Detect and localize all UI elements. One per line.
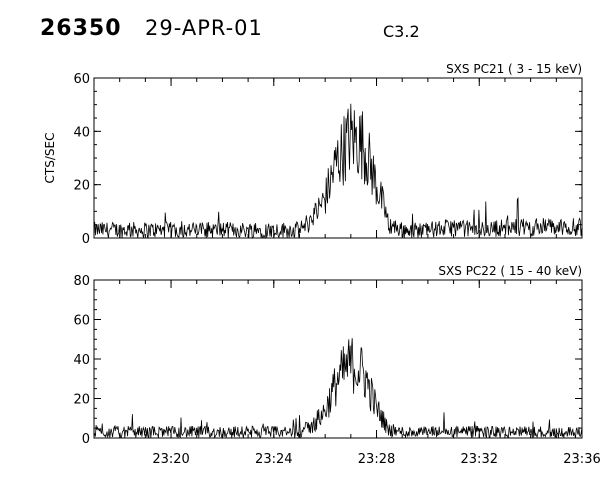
y-tick-label: 0 [82,432,90,447]
y-axis-label: CTS/SEC [43,133,57,184]
series-line-2 [93,338,583,440]
y-tick-label: 60 [73,314,90,329]
event-number: 26350 [40,16,122,41]
y-tick-label: 80 [73,274,90,289]
event-date: 29-APR-01 [145,16,263,40]
y-tick-label: 20 [73,393,90,408]
y-tick-label: 0 [82,232,90,247]
y-tick-label: 40 [73,125,90,140]
y-tick-label: 20 [73,179,90,194]
x-tick-label: 23:24 [255,452,292,467]
flare-class-label: C3.2 [383,22,420,41]
y-tick-label: 60 [73,72,90,87]
x-tick-label: 23:36 [563,452,600,467]
x-tick-label: 23:20 [152,452,189,467]
x-tick-label: 23:28 [358,452,395,467]
series-line-1 [93,103,583,240]
panel-label-2: SXS PC22 ( 15 - 40 keV) [438,264,582,278]
panel-label-1: SXS PC21 ( 3 - 15 keV) [446,62,582,76]
plot-frame-2 [93,279,583,439]
y-tick-label: 40 [73,353,90,368]
x-tick-label: 23:32 [461,452,498,467]
